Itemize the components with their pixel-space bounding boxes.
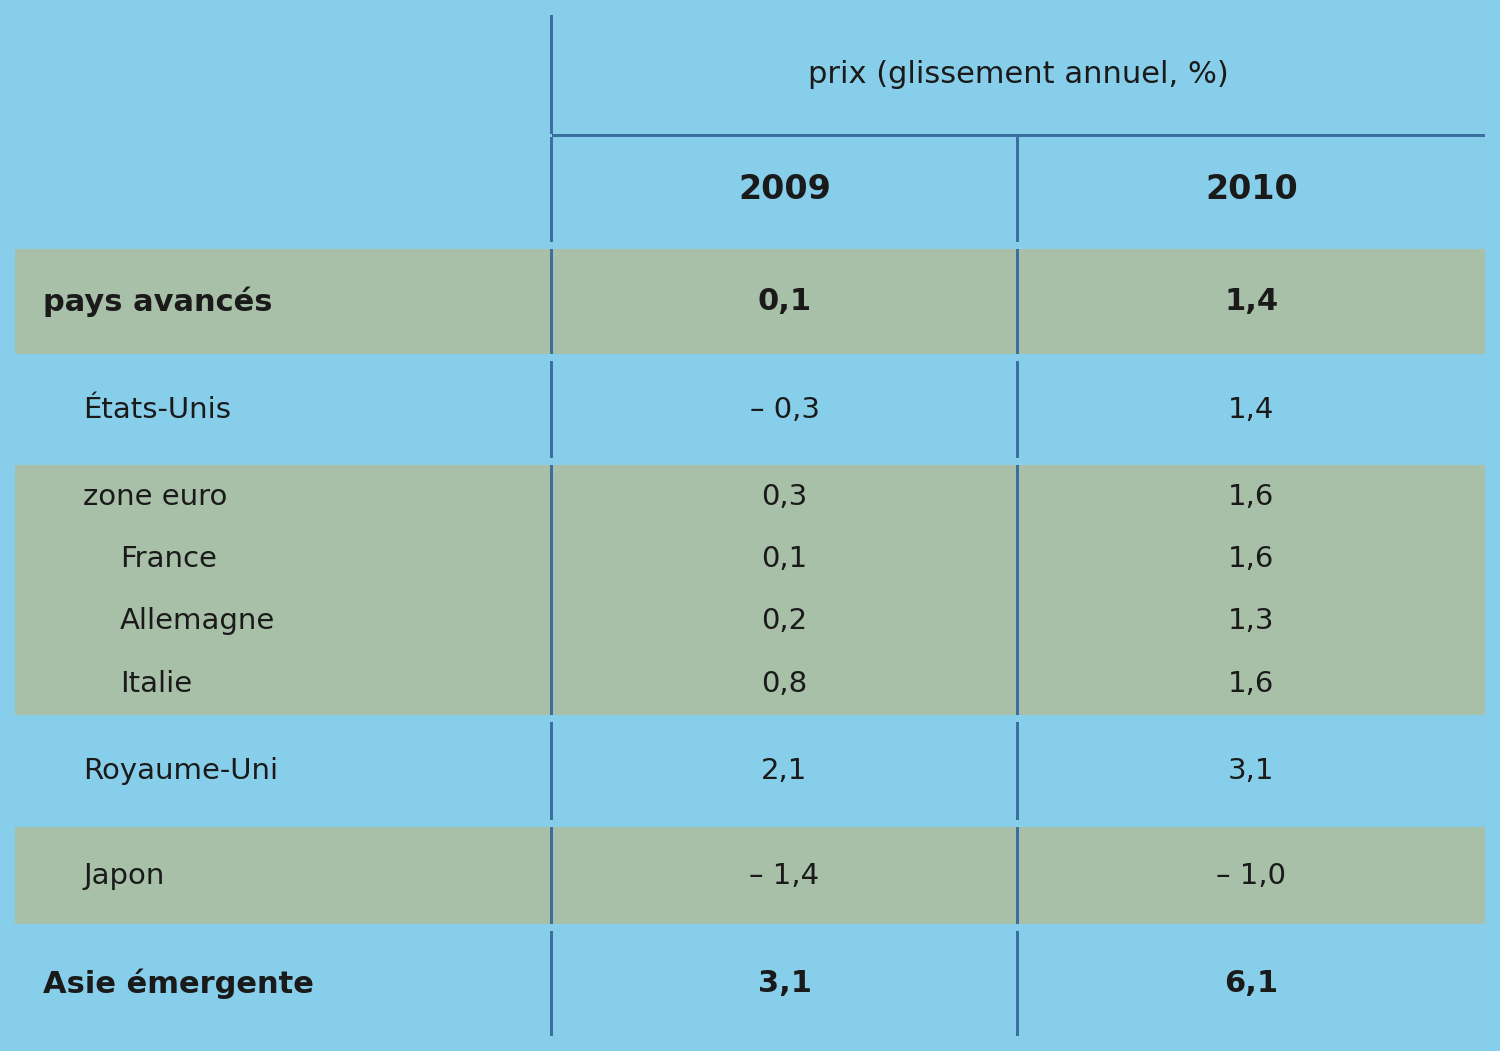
Bar — [15, 827, 552, 924]
Bar — [552, 15, 1485, 133]
Text: Royaume-Uni: Royaume-Uni — [82, 757, 278, 785]
Bar — [15, 15, 552, 133]
Bar — [1016, 249, 1019, 354]
Text: Japon: Japon — [82, 862, 165, 889]
Text: États-Unis: États-Unis — [82, 395, 231, 424]
Text: 2009: 2009 — [738, 173, 831, 206]
Text: France: France — [120, 545, 218, 573]
Bar — [1017, 360, 1485, 458]
Text: Italie: Italie — [120, 669, 192, 698]
Bar — [15, 931, 552, 1036]
Bar — [1017, 722, 1485, 820]
Bar — [15, 138, 552, 242]
Bar — [1016, 360, 1019, 458]
Text: 2010: 2010 — [1204, 173, 1298, 206]
Bar — [1016, 722, 1019, 820]
Bar — [552, 722, 1017, 820]
Bar — [1017, 466, 1485, 715]
Bar — [552, 827, 1017, 924]
Bar — [1016, 931, 1019, 1036]
Text: 0,1: 0,1 — [758, 287, 812, 316]
Bar — [550, 249, 554, 354]
Bar — [15, 466, 552, 715]
Text: pays avancés: pays avancés — [44, 286, 273, 316]
Text: 0,8: 0,8 — [762, 669, 807, 698]
Text: 0,2: 0,2 — [762, 607, 807, 636]
Bar — [1016, 827, 1019, 924]
Text: 1,6: 1,6 — [1228, 669, 1275, 698]
Bar — [550, 466, 554, 715]
Bar — [550, 360, 554, 458]
Text: 1,4: 1,4 — [1228, 395, 1275, 424]
Text: 1,3: 1,3 — [1228, 607, 1275, 636]
Bar — [552, 931, 1017, 1036]
Bar — [550, 722, 554, 820]
Bar — [550, 138, 554, 242]
Bar — [15, 722, 552, 820]
Bar — [550, 931, 554, 1036]
Bar — [15, 249, 552, 354]
Bar — [1017, 249, 1485, 354]
Bar — [15, 133, 552, 138]
Bar — [1016, 466, 1019, 715]
Text: 6,1: 6,1 — [1224, 969, 1278, 998]
Text: 1,4: 1,4 — [1224, 287, 1278, 316]
Bar — [552, 466, 1017, 715]
Bar — [15, 360, 552, 458]
Bar — [552, 133, 1485, 138]
Text: Allemagne: Allemagne — [120, 607, 276, 636]
Bar — [552, 138, 1017, 242]
Text: 0,1: 0,1 — [762, 545, 807, 573]
Text: Asie émergente: Asie émergente — [44, 968, 314, 998]
Text: zone euro: zone euro — [82, 482, 228, 511]
Text: 1,6: 1,6 — [1228, 482, 1275, 511]
Bar — [1016, 138, 1019, 242]
Bar — [552, 249, 1017, 354]
Text: 3,1: 3,1 — [758, 969, 812, 998]
Bar — [1017, 931, 1485, 1036]
Text: 0,3: 0,3 — [762, 482, 807, 511]
Bar — [550, 15, 554, 133]
Text: 2,1: 2,1 — [762, 757, 807, 785]
Bar — [552, 360, 1017, 458]
Text: – 1,4: – 1,4 — [750, 862, 819, 889]
Text: 3,1: 3,1 — [1228, 757, 1275, 785]
Text: – 0,3: – 0,3 — [750, 395, 819, 424]
Text: – 1,0: – 1,0 — [1216, 862, 1287, 889]
Text: 1,6: 1,6 — [1228, 545, 1275, 573]
Bar — [550, 827, 554, 924]
Text: prix (glissement annuel, %): prix (glissement annuel, %) — [808, 60, 1228, 89]
Bar — [1017, 138, 1485, 242]
Bar — [1017, 827, 1485, 924]
